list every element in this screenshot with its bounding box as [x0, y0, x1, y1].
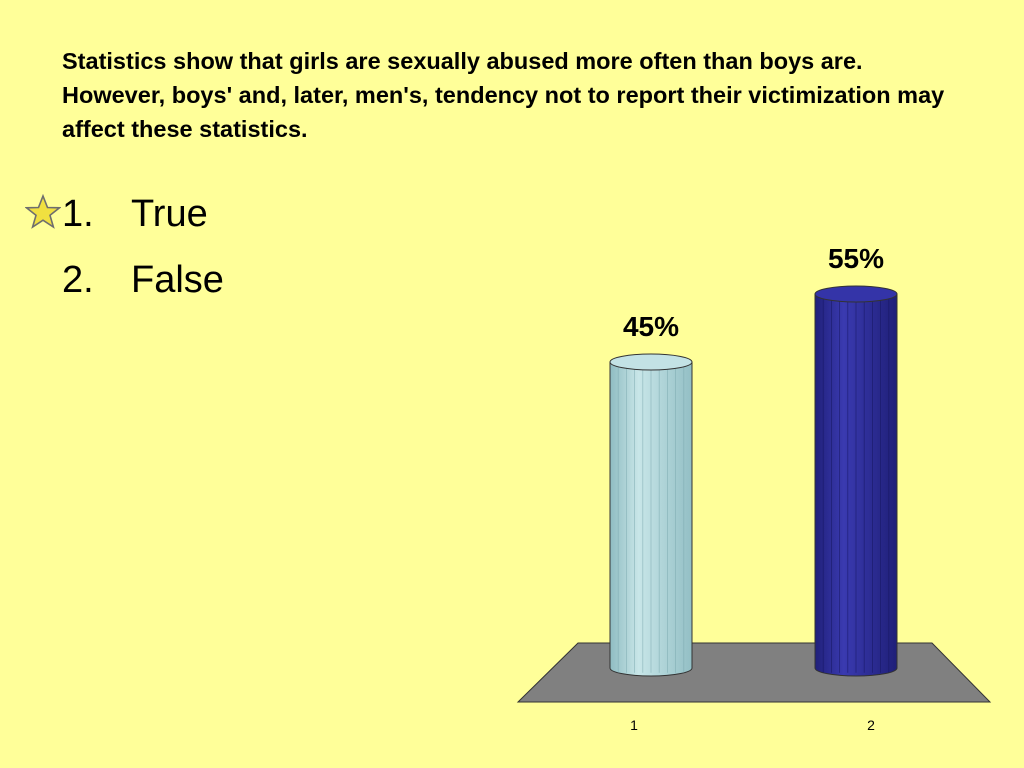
bar-2 [814, 285, 898, 677]
data-label-1: 45% [623, 311, 679, 342]
data-label-2: 55% [828, 243, 884, 274]
question-text: Statistics show that girls are sexually … [62, 48, 945, 142]
x-tick-label-2: 2 [867, 717, 875, 733]
star-icon [25, 194, 61, 229]
answer-number: 2. [62, 259, 94, 301]
answer-label: False [131, 259, 224, 301]
answer-number: 1. [62, 193, 94, 235]
x-tick-label-1: 1 [630, 717, 638, 733]
chart-floor [516, 642, 992, 703]
answer-label: True [131, 193, 208, 235]
bar-1 [609, 353, 693, 677]
